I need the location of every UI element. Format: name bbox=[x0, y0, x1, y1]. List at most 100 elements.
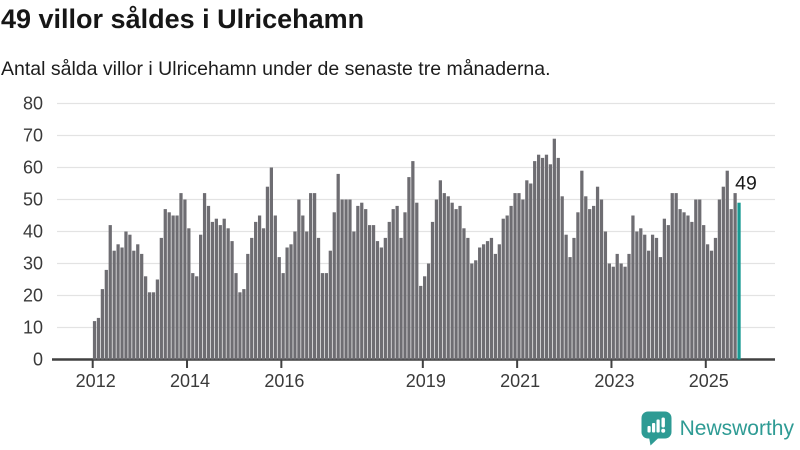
bar bbox=[250, 237, 254, 360]
bar bbox=[682, 212, 686, 360]
bar bbox=[729, 209, 733, 360]
bar bbox=[619, 263, 623, 360]
bar bbox=[163, 209, 167, 360]
bar bbox=[104, 269, 108, 360]
bar bbox=[92, 321, 97, 360]
bar bbox=[576, 212, 580, 360]
bar bbox=[529, 183, 533, 360]
bar bbox=[399, 237, 403, 360]
bar bbox=[120, 247, 124, 360]
bar bbox=[222, 218, 226, 360]
bar bbox=[257, 215, 262, 360]
bar bbox=[356, 205, 360, 360]
bar bbox=[623, 266, 627, 360]
bar bbox=[572, 237, 576, 360]
bar bbox=[666, 225, 670, 360]
x-axis-label: 2014 bbox=[170, 371, 210, 391]
bar bbox=[415, 202, 419, 360]
last-value-annotation: 49 bbox=[735, 173, 757, 195]
bar bbox=[474, 260, 478, 360]
bar bbox=[202, 193, 207, 360]
bar bbox=[462, 228, 466, 360]
bar bbox=[379, 247, 384, 360]
bar bbox=[238, 292, 242, 360]
bar bbox=[214, 218, 218, 360]
bar bbox=[517, 193, 521, 360]
y-axis-label: 10 bbox=[23, 318, 43, 338]
bar bbox=[694, 199, 698, 360]
bar bbox=[458, 205, 462, 360]
x-axis-label: 2016 bbox=[264, 371, 304, 391]
y-axis-label: 30 bbox=[23, 254, 43, 274]
bar bbox=[289, 244, 293, 360]
bar bbox=[179, 193, 183, 360]
bar bbox=[254, 221, 258, 360]
bar bbox=[611, 266, 615, 360]
bar bbox=[478, 247, 482, 360]
x-axis-label: 2021 bbox=[500, 371, 540, 391]
bar bbox=[124, 231, 128, 360]
bar bbox=[391, 209, 395, 360]
bar bbox=[411, 161, 415, 360]
bar bbox=[328, 250, 332, 360]
y-axis-label: 80 bbox=[23, 94, 43, 114]
bar bbox=[159, 237, 163, 360]
bar bbox=[705, 244, 710, 360]
y-axis-label: 20 bbox=[23, 286, 43, 306]
bar bbox=[592, 205, 596, 360]
bar bbox=[265, 186, 270, 360]
bar bbox=[269, 167, 273, 360]
bar bbox=[147, 292, 152, 360]
bar bbox=[639, 228, 643, 360]
bar bbox=[210, 221, 215, 360]
bar bbox=[230, 241, 234, 360]
bar bbox=[430, 221, 435, 360]
bar bbox=[489, 237, 494, 360]
bar bbox=[309, 193, 313, 360]
bar bbox=[320, 273, 325, 360]
bar bbox=[525, 180, 529, 360]
bar bbox=[635, 231, 639, 360]
bar bbox=[167, 212, 171, 360]
bar bbox=[336, 173, 340, 360]
bar bbox=[497, 244, 501, 360]
bar bbox=[340, 199, 344, 360]
y-axis-label: 70 bbox=[23, 126, 43, 146]
bar bbox=[96, 317, 101, 360]
bar bbox=[368, 225, 372, 360]
bar bbox=[293, 231, 297, 360]
bar bbox=[674, 193, 678, 360]
y-axis-label: 60 bbox=[23, 158, 43, 178]
bar bbox=[595, 186, 600, 360]
bar bbox=[678, 209, 682, 360]
newsworthy-logo[interactable]: Newsworthy bbox=[641, 411, 794, 446]
bar bbox=[371, 225, 376, 360]
bar bbox=[423, 276, 427, 360]
bar bbox=[481, 244, 486, 360]
bar bbox=[407, 177, 411, 360]
bar bbox=[670, 193, 674, 360]
bar bbox=[312, 193, 317, 360]
bar bbox=[603, 231, 608, 360]
bar bbox=[305, 231, 309, 360]
bar bbox=[709, 250, 714, 360]
bar bbox=[485, 241, 490, 360]
bar bbox=[387, 221, 391, 360]
y-axis-label: 0 bbox=[33, 350, 43, 370]
bar bbox=[297, 199, 301, 360]
bar bbox=[285, 247, 289, 360]
bar bbox=[143, 276, 148, 360]
bar bbox=[690, 221, 694, 360]
bar bbox=[242, 289, 246, 360]
bar bbox=[568, 257, 572, 360]
bar bbox=[607, 263, 611, 360]
bar bbox=[580, 170, 584, 360]
bar bbox=[552, 138, 556, 360]
bar bbox=[631, 215, 635, 360]
bar bbox=[454, 209, 458, 360]
bar bbox=[277, 257, 281, 360]
bar bbox=[521, 199, 525, 360]
bar bbox=[548, 164, 553, 360]
bar bbox=[556, 157, 560, 360]
